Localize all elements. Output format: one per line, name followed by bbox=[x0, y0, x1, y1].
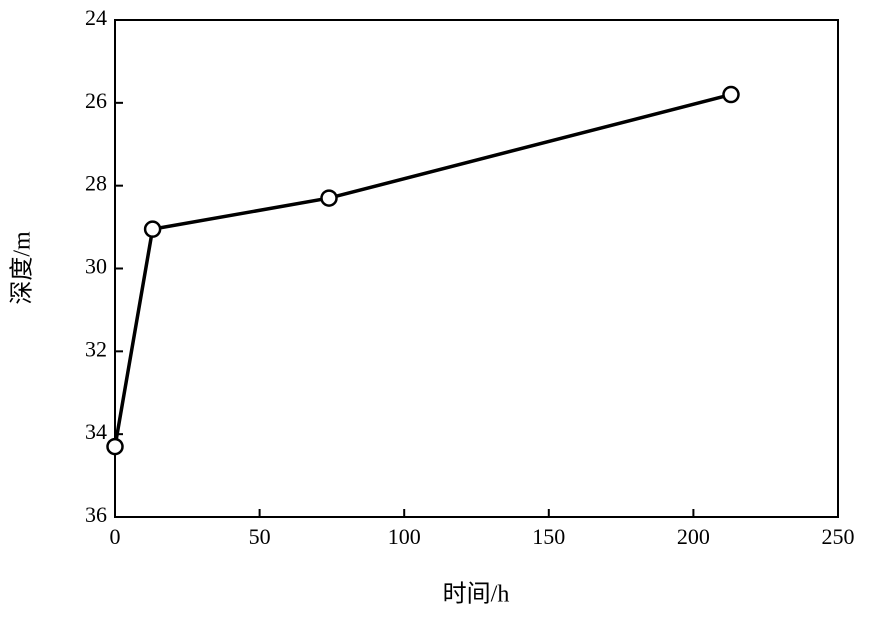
y-axis-label: 深度/m bbox=[9, 231, 36, 305]
data-line bbox=[113, 92, 732, 447]
x-tick-label: 150 bbox=[532, 524, 565, 549]
data-point bbox=[106, 437, 124, 456]
y-tick-label: 34 bbox=[85, 419, 107, 444]
x-tick-label: 50 bbox=[249, 524, 271, 549]
data-point bbox=[722, 85, 740, 104]
y-tick-label: 28 bbox=[85, 171, 107, 196]
x-tick-label: 250 bbox=[822, 524, 855, 549]
y-tick-label: 26 bbox=[85, 88, 107, 113]
data-point bbox=[143, 220, 162, 238]
y-tick-label: 30 bbox=[85, 254, 107, 279]
y-tick-label: 32 bbox=[85, 336, 107, 361]
y-tick-label: 24 bbox=[85, 5, 107, 30]
x-tick-label: 200 bbox=[677, 524, 710, 549]
x-tick-label: 100 bbox=[388, 524, 421, 549]
data-point bbox=[320, 189, 338, 207]
x-tick-label: 0 bbox=[110, 524, 121, 549]
x-axis-label: 时间/h bbox=[443, 581, 510, 608]
y-tick-label: 36 bbox=[85, 502, 107, 527]
